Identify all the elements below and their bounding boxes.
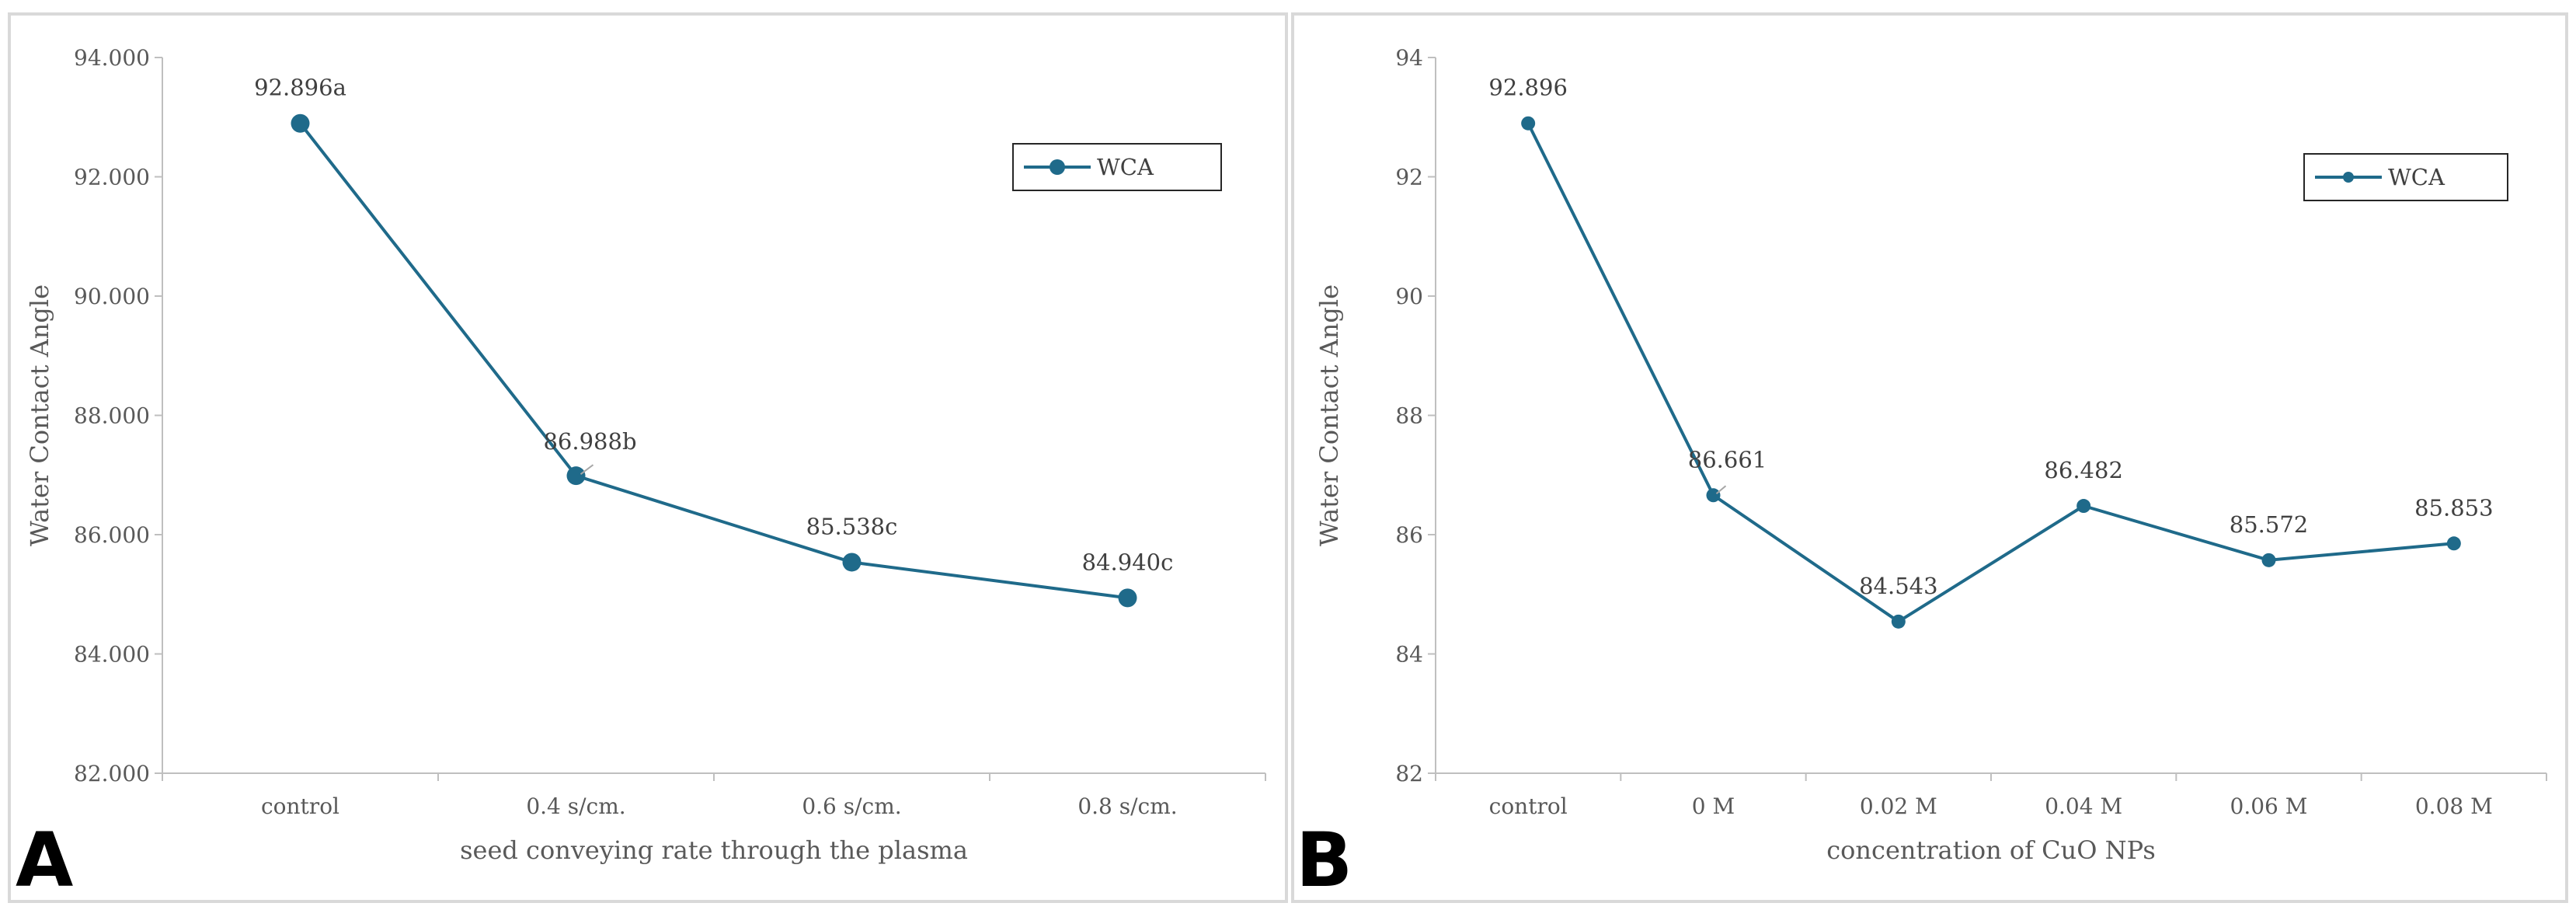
chart-a-data-label-leader bbox=[580, 464, 594, 475]
chart-b-y-tick-label: 92 bbox=[1395, 165, 1423, 190]
chart-a-y-tick-label: 92.000 bbox=[74, 165, 150, 190]
chart-a-x-tick-label: 0.8 s/cm. bbox=[1077, 793, 1177, 819]
chart-b-data-point bbox=[2076, 499, 2091, 514]
chart-b-x-tick-label: 0.06 M bbox=[2230, 793, 2308, 819]
chart-b-data-label: 86.482 bbox=[2044, 457, 2122, 483]
chart-a-y-tick-label: 84.000 bbox=[74, 642, 150, 668]
chart-b-data-point bbox=[2446, 536, 2461, 551]
chart-a-data-label: 92.896a bbox=[254, 75, 346, 101]
chart-b-x-tick-label: 0.04 M bbox=[2045, 793, 2122, 819]
chart-b-x-axis-label: concentration of CuO NPs bbox=[1826, 835, 2156, 865]
chart-b-y-tick-label: 84 bbox=[1395, 642, 1423, 668]
chart-b-data-label: 86.661 bbox=[1688, 446, 1767, 472]
chart-a-x-tick-label: 0.4 s/cm. bbox=[526, 793, 625, 819]
chart-a-y-axis-label: Water Contact Angle bbox=[25, 284, 54, 546]
chart-b-y-axis-label: Water Contact Angle bbox=[1314, 284, 1344, 546]
chart-a-data-label: 86.988b bbox=[543, 428, 636, 455]
chart-a-panel-letter: A bbox=[16, 817, 73, 900]
chart-b-y-tick-label: 94 bbox=[1395, 45, 1423, 71]
chart-a-data-point bbox=[1118, 588, 1137, 608]
chart-b-y-tick-label: 86 bbox=[1395, 522, 1423, 548]
chart-b-panel-letter: B bbox=[1296, 817, 1352, 900]
chart-b-y-tick-label: 90 bbox=[1395, 284, 1423, 309]
chart-b-x-tick-label: 0.08 M bbox=[2415, 793, 2493, 819]
chart-a-y-tick-label: 94.000 bbox=[74, 45, 150, 71]
chart-b-legend-marker bbox=[2343, 172, 2354, 183]
chart-b-x-tick-label: 0.02 M bbox=[1860, 793, 1937, 819]
chart-b-x-tick-label: control bbox=[1489, 793, 1568, 819]
chart-b-y-tick-label: 82 bbox=[1395, 761, 1423, 786]
chart-b-data-point bbox=[1891, 614, 1906, 629]
chart-b-y-tick-label: 88 bbox=[1395, 403, 1423, 429]
chart-a-data-point bbox=[842, 553, 862, 572]
chart-b-data-point bbox=[1521, 116, 1536, 131]
chart-b-data-point bbox=[1706, 488, 1721, 503]
chart-b-data-label: 85.853 bbox=[2414, 494, 2493, 521]
chart-a-series-line bbox=[298, 122, 1128, 600]
chart-a-data-label: 84.940c bbox=[1082, 549, 1174, 575]
chart-a-legend-marker bbox=[1050, 159, 1065, 175]
chart-a-legend-label: WCA bbox=[1097, 154, 1154, 180]
chart-a-y-tick-label: 88.000 bbox=[74, 403, 150, 429]
chart-a-y-tick-label: 90.000 bbox=[74, 284, 150, 309]
chart-a-x-tick-label: control bbox=[261, 793, 339, 819]
chart-b-data-label: 85.572 bbox=[2230, 511, 2308, 538]
chart-a-y-tick-label: 86.000 bbox=[74, 522, 150, 548]
chart-b-svg: 82 84 86 88 90 92 94 control 0 M 0.02 M 0.04 M 0.06… bbox=[1296, 45, 2547, 900]
chart-b-data-point bbox=[2261, 553, 2276, 567]
chart-b-legend-label: WCA bbox=[2388, 164, 2445, 190]
chart-a-data-point bbox=[566, 466, 586, 486]
chart-b-series-line bbox=[1526, 122, 2455, 623]
chart-panel-a: 82.000 84.000 86.000 88.000 90.000 92.000 94.0… bbox=[8, 12, 1288, 903]
chart-a-data-label: 85.538c bbox=[806, 513, 898, 539]
chart-b-data-label: 92.896 bbox=[1488, 75, 1567, 101]
chart-a-data-point bbox=[291, 113, 310, 133]
chart-b-data-label: 84.543 bbox=[1859, 573, 1937, 599]
chart-panel-b: 82 84 86 88 90 92 94 control 0 M 0.02 M 0.04 M 0.06… bbox=[1291, 12, 2568, 903]
chart-a-svg: 82.000 84.000 86.000 88.000 90.000 92.000 94.0… bbox=[16, 45, 1266, 900]
chart-a-x-tick-label: 0.6 s/cm. bbox=[802, 793, 901, 819]
chart-b-data-label-leader bbox=[1715, 485, 1727, 495]
chart-a-y-tick-label: 82.000 bbox=[74, 761, 150, 786]
chart-b-x-tick-label: 0 M bbox=[1692, 793, 1735, 819]
chart-a-x-axis-label: seed conveying rate through the plasma bbox=[460, 835, 968, 865]
